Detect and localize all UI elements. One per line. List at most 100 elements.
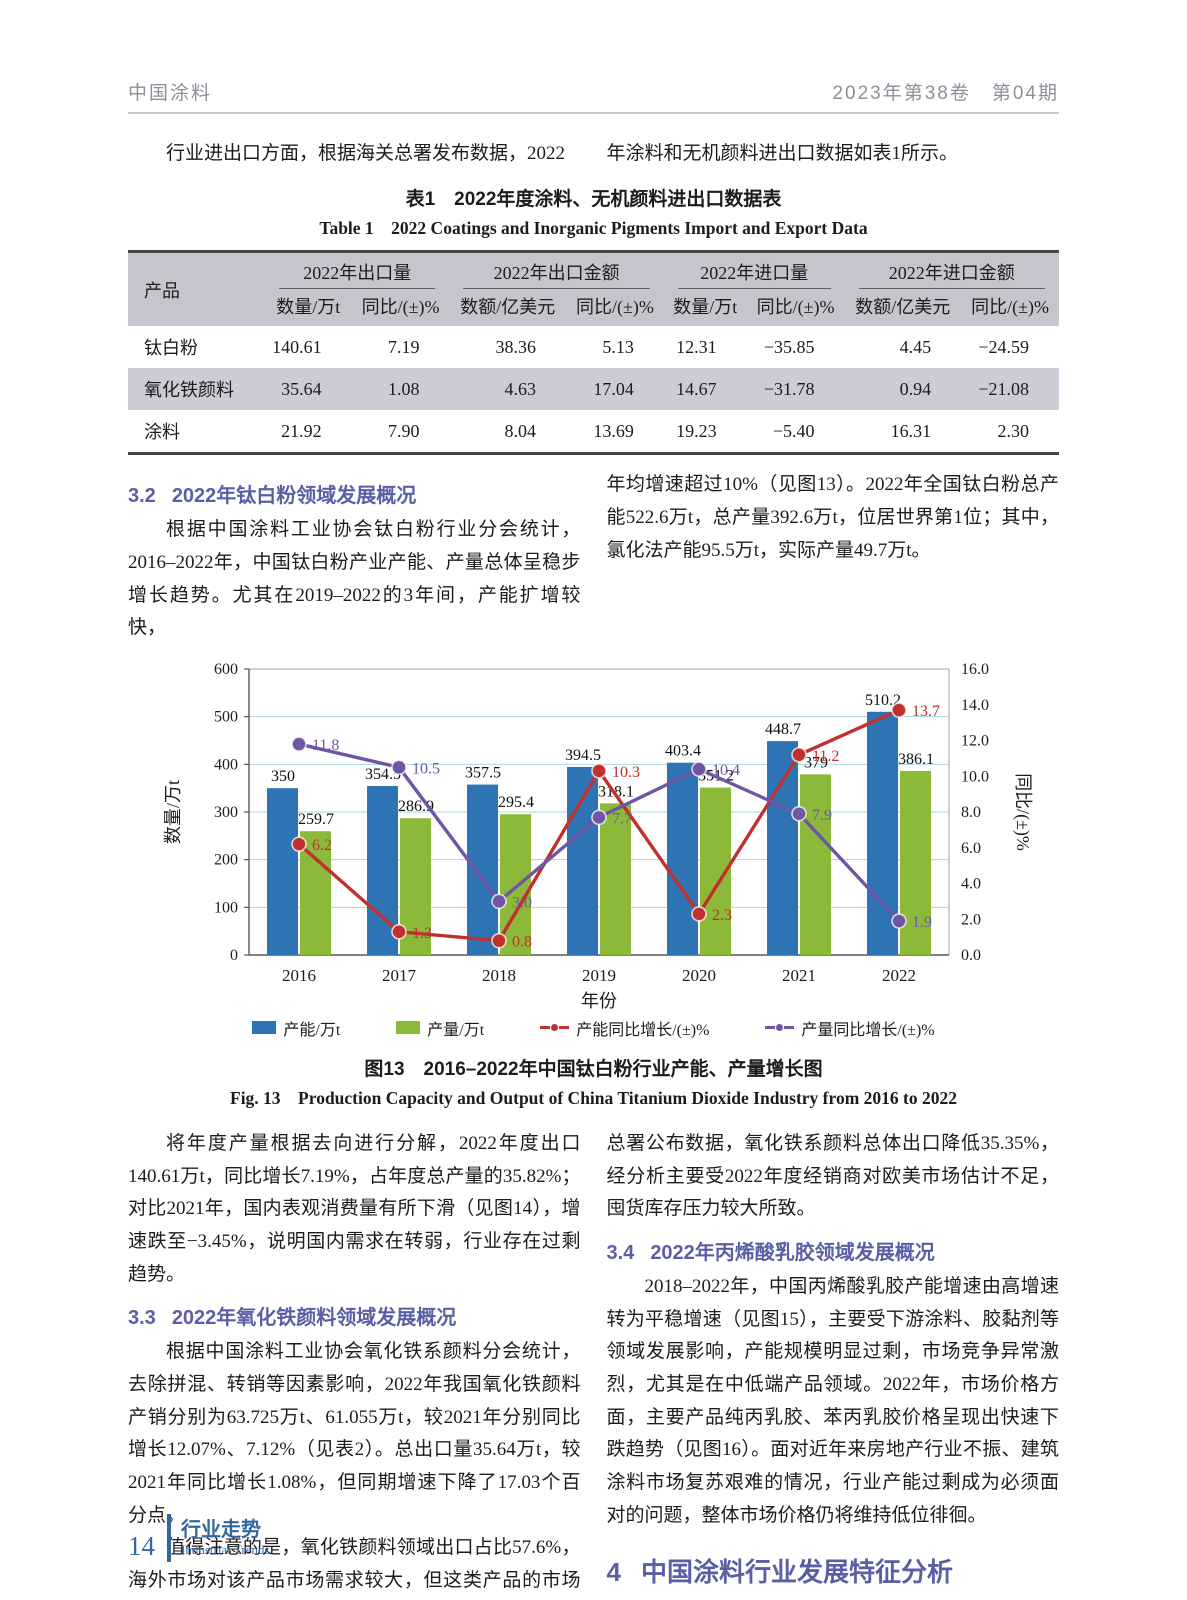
import-export-table: 产品 2022年出口量 2022年出口金额 2022年进口量 2022年进口金额 数量… bbox=[128, 250, 1059, 456]
y-tick-label-left: 300 bbox=[214, 804, 238, 821]
cell-value: −35.85 bbox=[763, 336, 815, 357]
data-point bbox=[590, 763, 607, 779]
x-tick-label: 2022 bbox=[882, 966, 916, 985]
cell-value: −24.59 bbox=[978, 336, 1029, 357]
cell-product: 钛白粉 bbox=[144, 338, 198, 359]
bar-capacity bbox=[466, 784, 498, 955]
footer-label-en: Industrial Trends bbox=[181, 1541, 270, 1557]
data-point bbox=[390, 759, 407, 776]
table-group-header: 2022年进口金额 bbox=[845, 252, 1059, 290]
x-tick-label: 2020 bbox=[682, 966, 716, 985]
cell-value: −21.08 bbox=[978, 378, 1029, 399]
data-point bbox=[490, 893, 507, 910]
footer-labels: 行业走势 Industrial Trends bbox=[181, 1518, 269, 1559]
data-point bbox=[290, 736, 307, 752]
legend-line-marker-icon bbox=[540, 1024, 570, 1032]
legend-label: 产能/万t bbox=[283, 1021, 341, 1039]
bar-capacity bbox=[566, 766, 598, 955]
cell-value: 0.94 bbox=[899, 378, 932, 399]
data-point bbox=[390, 923, 407, 940]
y-tick-label-right: 4.0 bbox=[961, 875, 981, 892]
point-value-label: 3.0 bbox=[512, 894, 532, 911]
table-title-cn: 表1 2022年度涂料、无机颜料进出口数据表 bbox=[405, 189, 782, 211]
table-head: 产品 2022年出口量 2022年出口金额 2022年进口量 2022年进口金额 数量… bbox=[128, 251, 1059, 327]
legend-swatch-icon bbox=[252, 1021, 277, 1035]
cell-value: 7.19 bbox=[387, 336, 420, 357]
cell-product: 氧化铁颜料 bbox=[144, 380, 234, 401]
paragraph-3-2-right: 年均增速超过10%（见图13）。2022年全国钛白粉总产能522.6万t，总产量… bbox=[606, 474, 1060, 561]
bar-value-label: 510.2 bbox=[865, 692, 901, 709]
page-footer: 14 行业走势 Industrial Trends bbox=[128, 1514, 269, 1562]
section-3-2-columns: 3.2 2022年钛白粉领域发展概况 根据中国涂料工业协会钛白粉行业分会统计，20… bbox=[128, 469, 1059, 645]
table-body: 钛白粉 140.61 7.19 38.36 5.13 12.31 −35.85 4.45 −24… bbox=[128, 326, 1059, 454]
bar-output bbox=[599, 803, 631, 955]
point-value-label: 11.8 bbox=[312, 737, 339, 754]
section-title: 2022年氧化铁颜料领域发展概况 bbox=[171, 1307, 457, 1330]
data-point bbox=[790, 805, 807, 822]
legend-item: 产能/万t bbox=[252, 1016, 340, 1040]
point-value-label: 10.4 bbox=[712, 762, 740, 779]
legend-label: 产量/万t bbox=[427, 1021, 485, 1039]
paragraph-3-3-3: 总署公布数据，氧化铁系颜料总体出口降低35.35%，经分析主要受2022年度经销… bbox=[606, 1132, 1060, 1220]
cell-value: 16.31 bbox=[890, 420, 932, 441]
paragraph-after-figure: 将年度产量根据去向进行分解，2022年度出口140.61万t，同比增长7.19%… bbox=[128, 1132, 581, 1285]
cell-value: 4.63 bbox=[504, 378, 537, 399]
section-number: 3.2 bbox=[128, 485, 156, 508]
column-right: 年均增速超过10%（见图13）。2022年全国钛白粉总产能522.6万t，总产量… bbox=[607, 469, 1060, 645]
cell-value: 35.64 bbox=[281, 378, 322, 399]
data-point bbox=[890, 702, 907, 718]
data-point bbox=[790, 746, 807, 763]
data-point bbox=[890, 913, 907, 929]
cell-value: 38.36 bbox=[495, 336, 537, 357]
x-tick-label: 2017 bbox=[382, 966, 417, 985]
bar-capacity bbox=[666, 762, 698, 955]
column-left: 3.2 2022年钛白粉领域发展概况 根据中国涂料工业协会钛白粉行业分会统计，20… bbox=[128, 469, 581, 645]
table-group-header: 2022年出口金额 bbox=[449, 252, 663, 290]
paragraph-3-3-2: 值得注意的是，氧化铁颜料领域出口占比57.6%，海外市场对该产品市场需求较大，但… bbox=[128, 1537, 581, 1592]
intro-left: 行业进出口方面，根据海关总署发布数据，2022 bbox=[166, 143, 566, 164]
y-axis-label-right: 同比/(±)% bbox=[1012, 773, 1033, 851]
cell-value: 5.13 bbox=[602, 336, 634, 357]
x-tick-label: 2019 bbox=[582, 966, 616, 985]
bar-capacity bbox=[266, 788, 298, 955]
section-heading-3-3: 3.3 2022年氧化铁颜料领域发展概况 bbox=[128, 1301, 581, 1330]
column-right: 总署公布数据，氧化铁系颜料总体出口降低35.35%，经分析主要受2022年度经销… bbox=[607, 1128, 1060, 1600]
intro-paragraph: 行业进出口方面，根据海关总署发布数据，2022 年涂料和无机颜料进出口数据如表1… bbox=[128, 138, 1059, 170]
intro-right: 年涂料和无机颜料进出口数据如表1所示。 bbox=[606, 143, 959, 164]
y-tick-label-right: 0.0 bbox=[961, 947, 981, 964]
bar-value-label: 350 bbox=[271, 768, 295, 785]
paragraph-3-3-1: 根据中国涂料工业协会氧化铁系颜料分会统计，去除拼混、转销等因素影响，2022年我… bbox=[128, 1341, 581, 1526]
legend-item: 产量/万t bbox=[396, 1016, 484, 1040]
table-group-row: 产品 2022年出口量 2022年出口金额 2022年进口量 2022年进口金额 bbox=[128, 252, 1059, 301]
cell-value: 140.61 bbox=[272, 336, 322, 357]
point-value-label: 7.9 bbox=[812, 807, 832, 824]
table-title-en: Table 1 2022 Coatings and Inorganic Pigm… bbox=[319, 218, 868, 239]
column-left: 将年度产量根据去向进行分解，2022年度出口140.61万t，同比增长7.19%… bbox=[128, 1128, 581, 1600]
y-axis-label-left: 数量/万t bbox=[163, 780, 183, 844]
y-tick-label-right: 14.0 bbox=[961, 697, 989, 714]
footer-label-cn: 行业走势 bbox=[181, 1518, 261, 1541]
section-heading-3-2: 3.2 2022年钛白粉领域发展概况 bbox=[128, 479, 581, 508]
cell-value: 17.04 bbox=[593, 378, 634, 399]
bar-value-label: 379 bbox=[804, 754, 828, 771]
data-point bbox=[490, 932, 507, 949]
point-value-label: 10.5 bbox=[412, 760, 440, 777]
data-point bbox=[590, 809, 607, 826]
bar-value-label: 295.4 bbox=[498, 794, 534, 811]
lower-columns: 将年度产量根据去向进行分解，2022年度出口140.61万t，同比增长7.19%… bbox=[128, 1128, 1059, 1600]
bar-value-label: 394.5 bbox=[565, 747, 601, 764]
section-title: 2022年丙烯酸乳胶领域发展概况 bbox=[650, 1242, 935, 1264]
x-axis-label: 年份 bbox=[581, 991, 617, 1009]
table-subheader: 同比/(±)% bbox=[361, 297, 440, 318]
table-row: 钛白粉 140.61 7.19 38.36 5.13 12.31 −35.85 4.45 −24… bbox=[128, 326, 1059, 368]
y-tick-label-left: 600 bbox=[214, 661, 238, 678]
point-value-label: 0.8 bbox=[512, 934, 532, 951]
cell-value: 13.69 bbox=[593, 420, 634, 441]
point-value-label: 1.9 bbox=[912, 914, 932, 931]
bar-value-label: 403.4 bbox=[665, 743, 701, 760]
section-title: 2022年钛白粉领域发展概况 bbox=[171, 485, 417, 508]
table-subheader: 同比/(±)% bbox=[756, 297, 835, 318]
page-header: 中国涂料 2023年第38卷 第04期 bbox=[128, 78, 1059, 114]
chart-legend: 产能/万t 产量/万t 产能同比增长/(±)% 产量同比增长/(±)% bbox=[149, 1016, 1039, 1040]
